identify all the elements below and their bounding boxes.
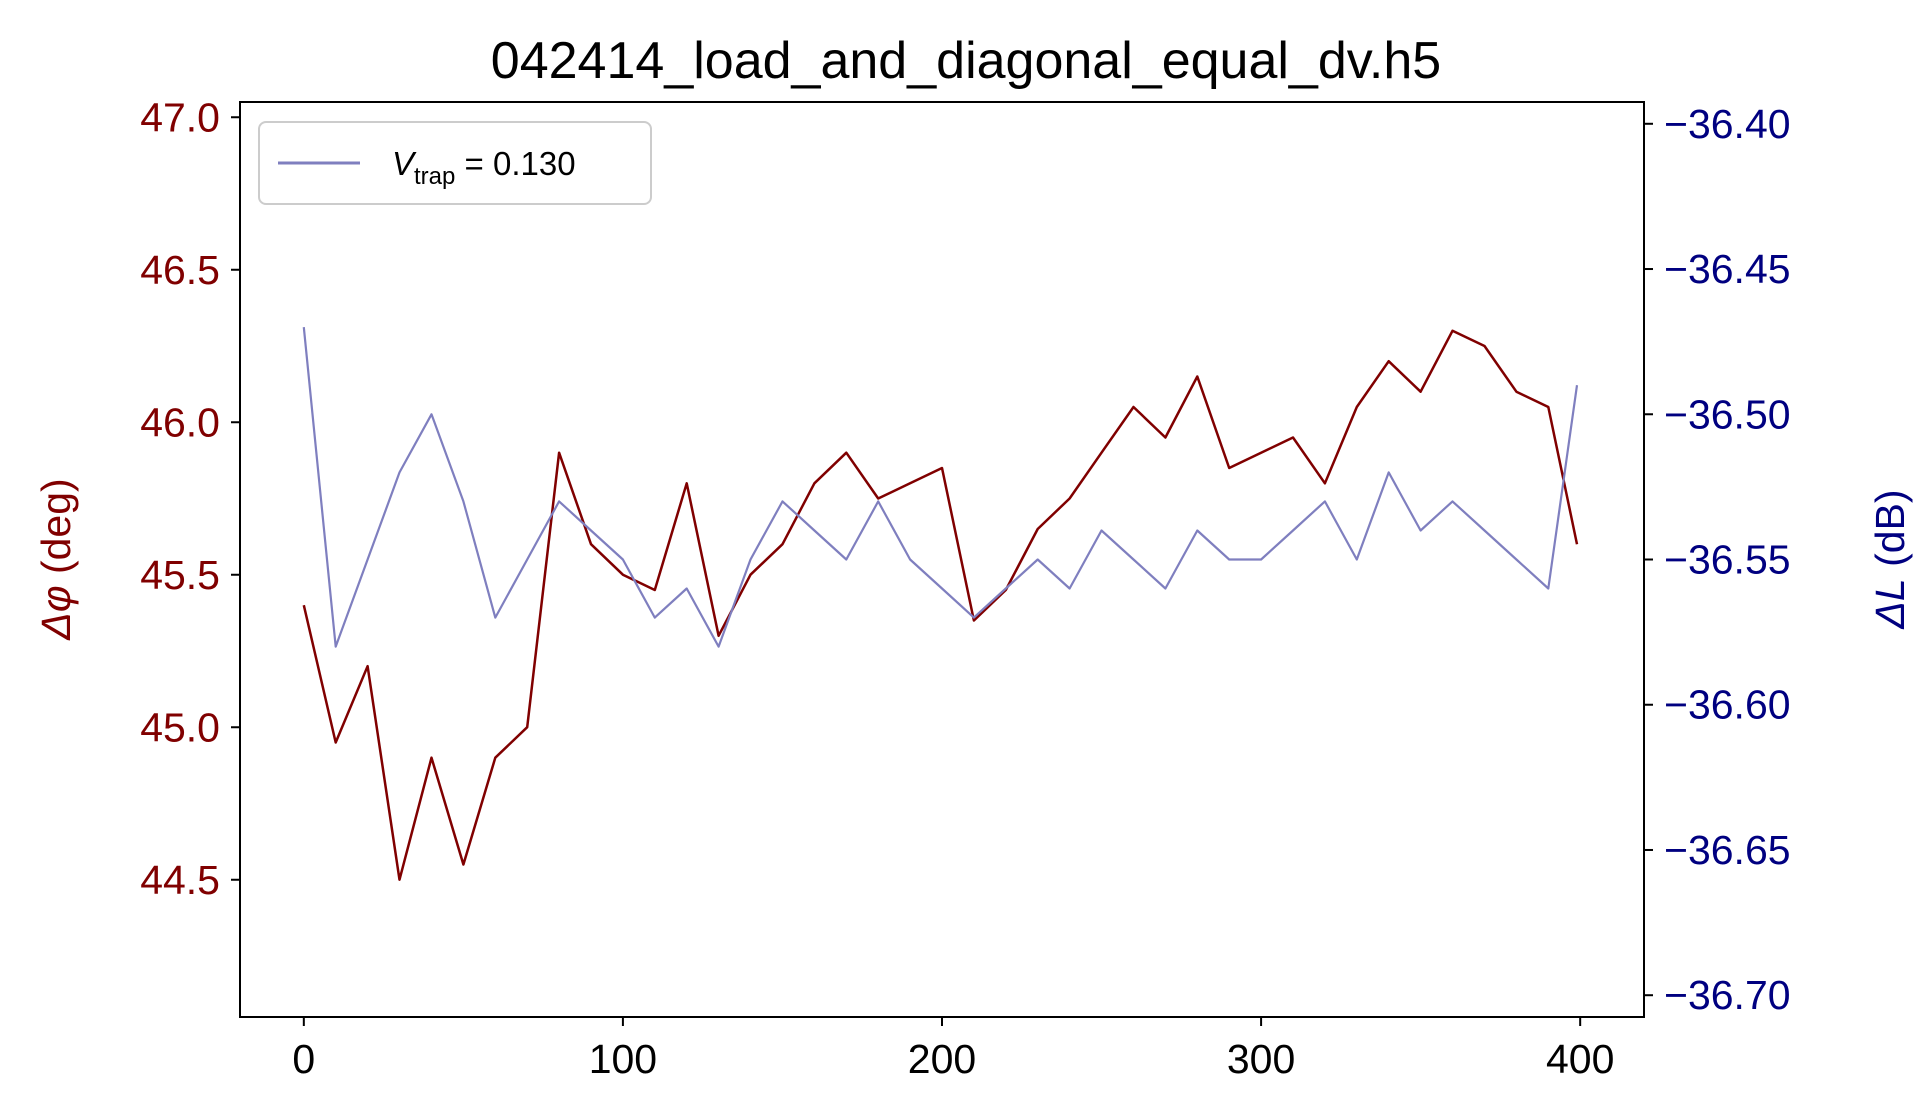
right-y-tick-label: −36.60 [1664,682,1791,728]
left-y-tick-label: 45.0 [140,704,220,750]
left-y-axis-label-symbol: Δφ [33,585,79,640]
x-tick-label: 0 [292,1036,315,1082]
legend: Vtrap = 0.130 [258,121,652,205]
left-y-tick-label: 44.5 [140,857,220,903]
right-y-tick-label: −36.45 [1664,246,1791,292]
legend-box [258,121,652,205]
left-y-tick-label: 46.5 [140,247,220,293]
left-y-axis-label: Δφ (deg) [33,478,79,640]
x-tick-label: 300 [1227,1036,1295,1082]
right-y-axis-label: ΔL (dB) [1867,489,1913,629]
left-y-tick-label: 45.5 [140,552,220,598]
legend-label: Vtrap = 0.130 [392,145,576,190]
right-y-axis: −36.70 −36.65 −36.60 −36.55 −36.50 −36.45 −36.… [1644,101,1791,1018]
legend-label-rest: = 0.130 [455,145,575,182]
series-line-left-axis [302,329,1579,881]
legend-label-var: V [392,145,417,182]
chart-title: 042414_load_and_diagonal_equal_dv.h5 [491,32,1441,90]
right-y-tick-label: −36.65 [1664,827,1791,873]
left-y-tick-label: 46.0 [140,399,220,445]
left-y-tick-label: 47.0 [140,94,220,140]
x-tick-label: 200 [908,1036,976,1082]
left-y-axis: 44.5 45.0 45.5 46.0 46.5 47.0 [140,94,240,903]
legend-label-sub: trap [414,163,455,190]
plot-area [302,326,1579,881]
right-y-tick-label: −36.40 [1664,101,1791,147]
right-y-tick-label: −36.50 [1664,391,1791,437]
x-tick-label: 400 [1546,1036,1614,1082]
right-y-tick-label: −36.70 [1664,972,1791,1018]
series-line-right-axis [302,326,1579,648]
right-y-axis-label-unit: (dB) [1867,489,1913,578]
x-axis: 0 100 200 300 400 [292,1017,1614,1082]
left-y-axis-label-unit: (deg) [33,478,79,585]
x-tick-label: 100 [589,1036,657,1082]
plot-frame [239,101,1645,1018]
right-y-tick-label: −36.55 [1664,537,1791,583]
right-y-axis-label-symbol: ΔL [1867,578,1913,629]
